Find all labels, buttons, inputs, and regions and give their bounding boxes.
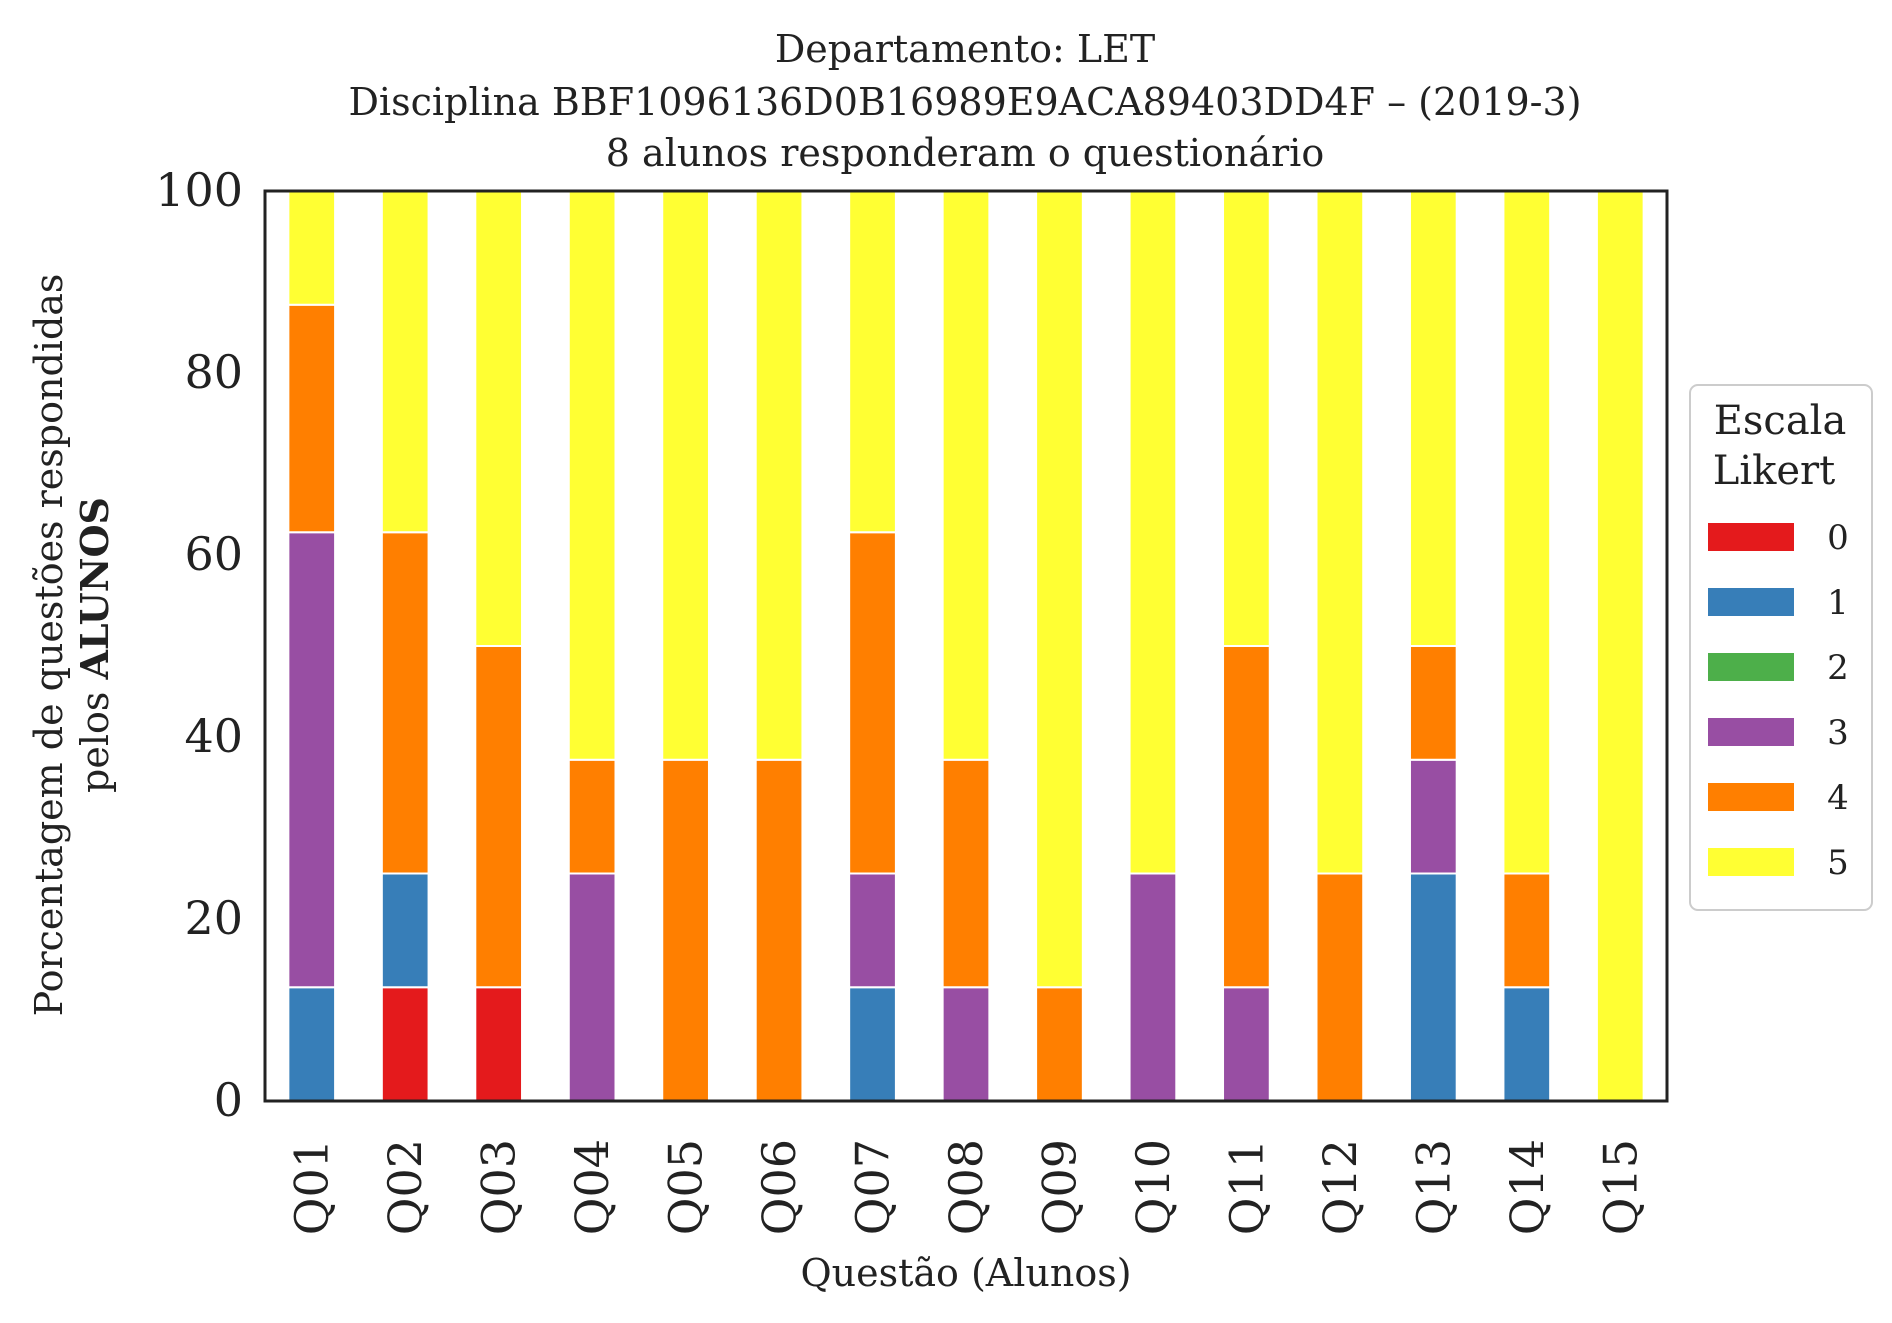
legend-title-line-2: Likert	[1713, 448, 1835, 494]
bar-Q09-likert-4	[1035, 986, 1084, 1102]
y-axis-label-prefix: pelos	[73, 680, 117, 793]
x-tick-label: Q06	[752, 1139, 806, 1235]
title-line-2: Disciplina BBF1096136D0B16989E9ACA89403D…	[348, 80, 1581, 124]
x-axis-label: Questão (Alunos)	[800, 1251, 1131, 1295]
bar-Q14-likert-5	[1502, 190, 1552, 875]
y-tick-label: 80	[184, 345, 243, 399]
bar-Q13-likert-3	[1408, 758, 1458, 875]
x-tick-label: Q04	[565, 1139, 619, 1235]
x-tick-label: Q13	[1406, 1139, 1460, 1235]
y-tick-label: 100	[155, 163, 243, 217]
x-tick-label: Q09	[1032, 1139, 1086, 1235]
bar-Q03-likert-4	[474, 645, 524, 989]
bar-Q08-likert-4	[941, 758, 991, 989]
x-tick-label: Q02	[378, 1139, 432, 1235]
bar-Q03-likert-5	[474, 190, 524, 647]
x-tick-label: Q08	[939, 1139, 993, 1235]
bar-Q08-likert-3	[941, 986, 991, 1102]
y-tick-label: 0	[214, 1073, 243, 1127]
x-tick-label: Q10	[1126, 1139, 1180, 1235]
x-tick-label: Q14	[1500, 1139, 1554, 1235]
bar-Q14-likert-1	[1502, 986, 1552, 1102]
legend-swatch-3	[1708, 718, 1794, 746]
bar-Q04-likert-5	[567, 190, 617, 761]
legend-swatch-4	[1708, 783, 1794, 811]
legend-box	[1689, 384, 1873, 911]
legend-swatch-2	[1708, 653, 1794, 681]
y-axis-label: Porcentagem de questões respondidas pelo…	[27, 274, 117, 1017]
legend-label-1: 1	[1827, 583, 1849, 623]
x-tick-label: Q11	[1219, 1139, 1273, 1235]
y-axis-label-line-2: pelos ALUNOS	[72, 497, 117, 793]
bar-Q01-likert-1	[287, 986, 337, 1102]
legend-title-line-1: Escala	[1714, 398, 1847, 444]
bar-Q12-likert-5	[1315, 190, 1365, 875]
bar-Q01-likert-4	[287, 303, 337, 534]
legend-label-5: 5	[1827, 843, 1849, 883]
y-tick-label: 40	[184, 709, 243, 763]
bar-Q07-likert-1	[848, 986, 897, 1102]
bar-Q15-likert-5	[1595, 190, 1645, 1102]
legend-label-3: 3	[1827, 713, 1849, 753]
bar-Q02-likert-1	[380, 872, 430, 989]
y-axis-ticks: 0 20 40 60 80 100	[155, 163, 243, 1127]
bar-Q13-likert-4	[1408, 645, 1458, 761]
bar-Q10-likert-5	[1128, 190, 1178, 875]
plot-frame	[263, 189, 1669, 1103]
y-tick-label: 20	[184, 891, 243, 945]
bar-Q11-likert-5	[1222, 190, 1271, 647]
bar-Q11-likert-4	[1222, 645, 1271, 989]
bar-Q07-likert-3	[848, 872, 897, 989]
chart-title: Departamento: LET Disciplina BBF1096136D…	[348, 27, 1581, 175]
legend-label-4: 4	[1827, 778, 1849, 818]
legend: Escala Likert 0 1 2 3 4 5	[1689, 384, 1873, 911]
title-line-1: Departamento: LET	[775, 27, 1155, 71]
x-tick-label: Q12	[1313, 1139, 1367, 1235]
x-axis-ticks: Q01 Q02 Q03 Q04 Q05 Q06 Q07 Q08 Q09 Q10 Q11 Q12 Q13 Q…	[285, 1139, 1648, 1235]
bar-Q02-likert-5	[380, 190, 430, 534]
y-tick-label: 60	[184, 527, 243, 581]
bar-Q05-likert-5	[661, 190, 710, 761]
title-line-3: 8 alunos responderam o questionário	[606, 131, 1324, 175]
bar-Q02-likert-0	[380, 986, 430, 1102]
x-tick-label: Q03	[472, 1139, 526, 1235]
bar-Q02-likert-4	[380, 531, 430, 875]
legend-swatch-5	[1708, 848, 1794, 876]
x-tick-label: Q01	[285, 1139, 339, 1235]
bar-Q07-likert-5	[848, 190, 897, 534]
legend-swatch-1	[1708, 588, 1794, 616]
bar-Q07-likert-4	[848, 531, 897, 875]
bar-Q04-likert-3	[567, 872, 617, 1102]
bar-Q01-likert-3	[287, 531, 337, 989]
bar-Q11-likert-3	[1222, 986, 1271, 1102]
bar-Q13-likert-1	[1408, 872, 1458, 1102]
bar-Q09-likert-5	[1035, 190, 1084, 989]
bar-Q13-likert-5	[1408, 190, 1458, 647]
y-axis-label-bold: ALUNOS	[72, 497, 117, 681]
x-tick-label: Q15	[1593, 1139, 1647, 1235]
legend-label-2: 2	[1827, 648, 1849, 688]
x-tick-label: Q05	[659, 1139, 713, 1235]
bar-Q06-likert-5	[754, 190, 804, 761]
legend-label-0: 0	[1827, 518, 1849, 558]
bar-Q10-likert-3	[1128, 872, 1178, 1102]
bar-Q05-likert-4	[661, 758, 710, 1102]
bar-Q14-likert-4	[1502, 872, 1552, 989]
legend-items: 0 1 2 3 4 5	[1708, 518, 1849, 883]
bar-Q12-likert-4	[1315, 872, 1365, 1102]
bar-Q08-likert-5	[941, 190, 991, 761]
bar-Q01-likert-5	[287, 190, 337, 306]
y-axis-label-line-1: Porcentagem de questões respondidas	[27, 274, 71, 1017]
x-tick-label: Q07	[846, 1139, 900, 1235]
bars-layer	[287, 190, 1645, 1102]
bar-Q06-likert-4	[754, 758, 804, 1102]
bar-Q03-likert-0	[474, 986, 524, 1102]
legend-swatch-0	[1708, 523, 1794, 551]
bar-Q04-likert-4	[567, 758, 617, 875]
